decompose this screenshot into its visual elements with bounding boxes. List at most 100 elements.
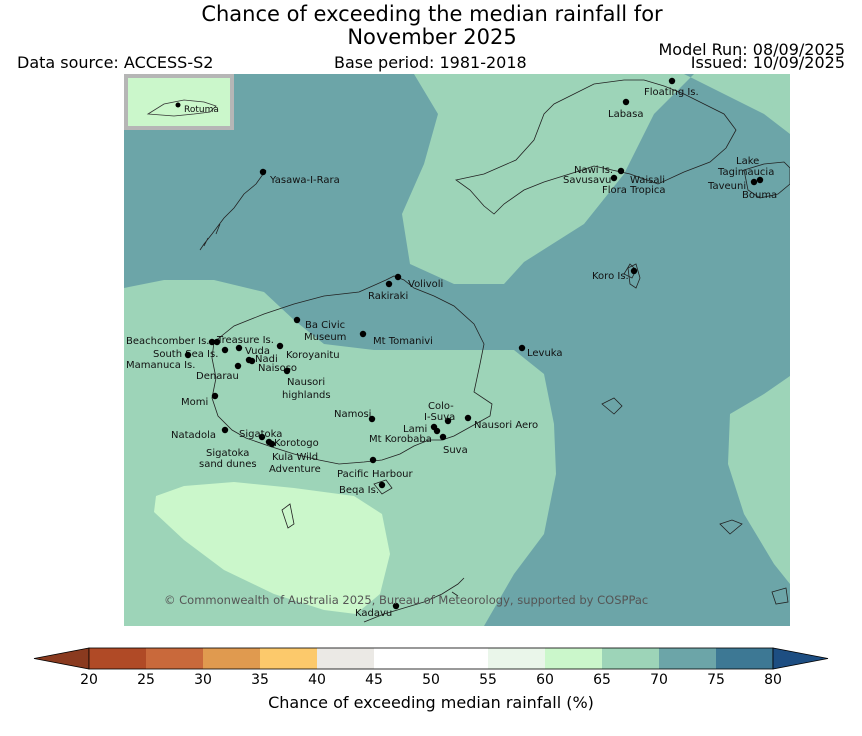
place-label: Volivoli <box>408 279 443 290</box>
place-marker <box>184 351 192 359</box>
place-marker <box>211 392 219 400</box>
eastern-islands <box>601 263 789 605</box>
colorbar-bin <box>317 648 374 669</box>
place-marker <box>293 316 301 324</box>
place-label: Ba Civic <box>305 320 345 331</box>
place-label: Mt Tomanivi <box>373 336 433 347</box>
taveuni-coast <box>743 161 790 199</box>
place-marker <box>221 426 229 434</box>
colorbar-over-arrow <box>772 647 829 670</box>
place-label: Nausori Aero <box>474 420 538 431</box>
place-label: Beachcomber Is. <box>126 336 209 347</box>
place-label: Savusavu <box>563 175 611 186</box>
kadavu-coast <box>363 577 465 623</box>
place-label: Flora Tropica <box>602 185 665 196</box>
place-marker <box>234 362 242 370</box>
place-marker <box>258 433 266 441</box>
issued-label: Issued: 10/09/2025 <box>690 53 845 72</box>
place-marker <box>756 176 764 184</box>
place-label: I-Suva <box>424 412 455 423</box>
place-label: Koroyanitu <box>286 350 340 361</box>
colorbar-tick-label: 25 <box>137 672 155 688</box>
colorbar-bin <box>659 648 716 669</box>
place-label: Mt Korobaba <box>369 434 432 445</box>
place-marker <box>259 168 267 176</box>
place-label: Rakiraki <box>368 291 408 302</box>
place-label: Yasawa-I-Rara <box>269 175 340 186</box>
place-marker <box>392 602 400 610</box>
viti-levu-coast <box>211 275 493 465</box>
copyright-notice: © Commonwealth of Australia 2025, Bureau… <box>164 593 648 607</box>
place-label: Tagimaucia <box>717 167 774 178</box>
place-marker <box>617 167 625 175</box>
rotuma-marker <box>175 102 181 108</box>
place-label: Natadola <box>171 430 216 441</box>
colorbar <box>33 647 829 670</box>
forecast-map: Rotuma Floating Is. Labasa Yasawa-I-Rara Na… <box>124 74 790 626</box>
rotuma-inset <box>124 74 234 130</box>
place-label: Momi <box>181 397 208 408</box>
place-label: Sigatoka <box>239 429 282 440</box>
place-label: Sigatoka <box>206 448 249 459</box>
rotuma-island-shape <box>146 99 217 117</box>
place-marker <box>208 338 216 346</box>
place-label: Korotogo <box>274 438 319 449</box>
place-label: Denarau <box>196 371 239 382</box>
place-marker <box>622 98 630 106</box>
place-marker <box>369 456 377 464</box>
colorbar-tick-label: 40 <box>308 672 326 688</box>
place-marker <box>433 427 441 435</box>
colorbar-tick-label: 60 <box>536 672 554 688</box>
base-period-label: Base period: 1981-2018 <box>334 53 527 72</box>
colorbar-bin <box>431 648 488 669</box>
place-marker <box>213 338 221 346</box>
place-marker <box>359 330 367 338</box>
colorbar-bin <box>602 648 659 669</box>
place-label: Lami <box>403 424 427 435</box>
place-label: Kadavu <box>355 608 392 619</box>
place-label: Pacific Harbour <box>337 469 414 480</box>
colorbar-bin <box>374 648 431 669</box>
colorbar-bin <box>89 648 146 669</box>
place-label: Naisoso <box>258 363 297 374</box>
place-label: Mamanuca Is. <box>126 360 195 371</box>
colorbar-bin <box>488 648 545 669</box>
place-marker <box>610 174 618 182</box>
colorbar-tick-label: 35 <box>251 672 269 688</box>
place-marker <box>630 267 638 275</box>
colorbar-tick-label: 75 <box>707 672 725 688</box>
place-label: Nawi Is. <box>574 165 613 176</box>
colorbar-tick-label: 80 <box>764 672 782 688</box>
colorbar-bin <box>146 648 203 669</box>
place-marker <box>385 280 393 288</box>
place-label: sand dunes <box>199 459 257 470</box>
place-label: Bouma <box>742 190 777 201</box>
map-title-line1: Chance of exceeding the median rainfall … <box>201 2 663 26</box>
map-region-65-70-east <box>728 376 790 584</box>
colorbar-bin <box>260 648 317 669</box>
map-region-60-65 <box>154 482 390 614</box>
place-label: Beqa Is. <box>339 485 379 496</box>
place-marker <box>221 346 229 354</box>
place-label: Lake <box>736 156 759 167</box>
place-label: Nausori <box>287 377 325 388</box>
place-marker <box>268 440 276 448</box>
place-label: Treasure Is. <box>216 335 274 346</box>
place-label: Kula Wild <box>272 452 318 463</box>
place-marker <box>378 481 386 489</box>
colorbar-bin <box>203 648 260 669</box>
colorbar-tick-label: 50 <box>422 672 440 688</box>
vanua-levu-coast <box>455 79 737 215</box>
colorbar-tick-label: 30 <box>194 672 212 688</box>
place-marker <box>283 367 291 375</box>
place-label: Museum <box>304 332 346 343</box>
place-marker <box>668 77 676 85</box>
colorbar-tick-label: 65 <box>593 672 611 688</box>
place-marker <box>235 344 243 352</box>
colorbar-under-arrow <box>33 647 90 670</box>
place-label: Namosi <box>334 409 371 420</box>
place-marker <box>518 344 526 352</box>
map-title-line2: November 2025 <box>347 25 517 49</box>
map-region-65-70-topright <box>764 74 790 129</box>
